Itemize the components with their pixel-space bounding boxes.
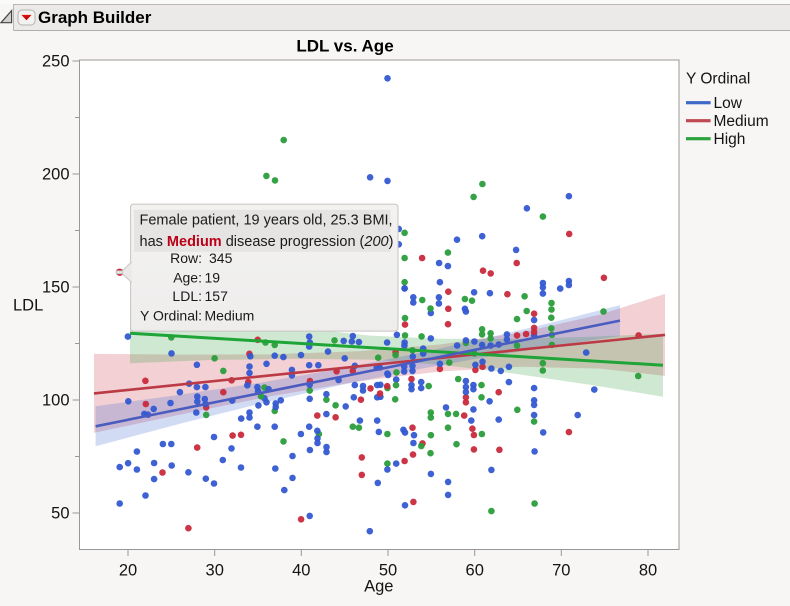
svg-text:Low: Low xyxy=(714,95,743,112)
svg-text:19: 19 xyxy=(205,270,221,286)
svg-text:Medium: Medium xyxy=(714,113,769,130)
svg-text:40: 40 xyxy=(292,562,310,580)
svg-text:High: High xyxy=(714,131,746,148)
svg-text:60: 60 xyxy=(466,562,484,580)
svg-text:50: 50 xyxy=(51,505,69,523)
svg-text:20: 20 xyxy=(119,562,137,580)
svg-text:30: 30 xyxy=(206,562,224,580)
svg-text:Age:: Age: xyxy=(173,270,202,286)
svg-text:Row:: Row: xyxy=(170,250,202,266)
svg-text:LDL: LDL xyxy=(13,297,43,315)
svg-text:150: 150 xyxy=(42,279,70,297)
svg-text:Y Ordinal:: Y Ordinal: xyxy=(140,308,202,324)
svg-text:has Medium disease progression: has Medium disease progression (200) xyxy=(140,234,394,250)
svg-text:200: 200 xyxy=(42,166,70,184)
svg-text:Age: Age xyxy=(364,578,393,596)
svg-text:70: 70 xyxy=(552,562,570,580)
svg-text:Female patient, 19 years old,: Female patient, 19 years old, 25.3 BMI, xyxy=(140,213,393,229)
svg-text:157: 157 xyxy=(205,288,229,304)
svg-text:Graph Builder: Graph Builder xyxy=(38,8,152,27)
svg-text:80: 80 xyxy=(639,562,657,580)
svg-text:250: 250 xyxy=(42,53,70,71)
svg-text:Medium: Medium xyxy=(205,308,255,324)
svg-text:Y Ordinal: Y Ordinal xyxy=(686,71,750,88)
svg-text:LDL vs. Age: LDL vs. Age xyxy=(296,37,393,56)
svg-text:LDL:: LDL: xyxy=(172,288,202,304)
svg-text:100: 100 xyxy=(42,392,70,410)
svg-text:345: 345 xyxy=(209,250,233,266)
